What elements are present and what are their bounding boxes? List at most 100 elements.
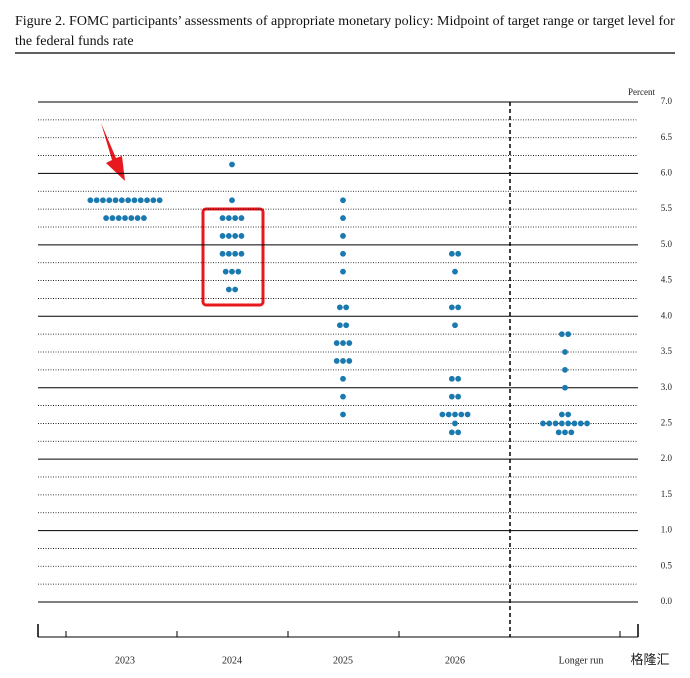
dot [340,215,346,221]
dot [333,358,340,364]
x-tick-label: Longer run [559,655,604,666]
x-tick-label: 2025 [333,655,353,666]
dot [584,420,590,427]
dot [346,358,353,364]
dot [562,349,568,355]
dot [452,268,458,275]
dot [448,393,455,400]
dot [235,268,242,275]
dot [333,340,340,346]
dot [238,250,245,257]
dot [343,322,350,329]
dot [546,420,553,427]
dot [455,304,462,311]
dot [340,233,346,239]
dot [448,429,455,436]
dot [232,215,239,221]
y-tick-label: 6.0 [661,167,673,177]
dot [87,197,94,204]
dot [448,250,455,257]
dot [340,268,346,275]
dot [144,197,150,204]
watermark: 格隆汇 [630,652,669,667]
y-tick-label: 4.0 [661,310,673,320]
dot [565,331,572,338]
dot [445,411,452,418]
dot [112,197,119,204]
dot [540,420,546,427]
dot [577,420,584,427]
dot [340,375,346,382]
dot [229,197,235,204]
y-axis-label: Percent [628,87,655,97]
dot [118,197,125,204]
y-tick-label: 5.0 [661,239,673,249]
dot [452,420,458,427]
dot [225,215,232,221]
dot [455,250,462,257]
dot [122,215,128,221]
dot [232,233,239,239]
dot [452,322,458,329]
dot [439,411,446,418]
dot [562,429,568,436]
dot [137,197,144,204]
dot [131,197,138,204]
dot [128,215,135,221]
chart-title: Figure 2. FOMC participants’ assessments… [15,14,675,49]
dot [458,411,465,418]
x-tick-label: 2024 [222,655,242,666]
dot [565,411,572,418]
y-tick-label: 1.0 [661,525,673,535]
dot [125,197,132,204]
dot [222,268,229,275]
dot [340,411,346,418]
highlight-arrow [101,123,125,181]
dot [229,268,235,275]
dot [134,215,141,221]
dot [232,286,239,293]
dot [464,411,471,418]
dot [238,215,245,221]
dot [562,384,568,391]
y-tick-label: 0.5 [661,560,673,570]
dot [336,304,343,311]
dot [156,197,163,204]
dot [150,197,157,204]
dot [115,215,122,221]
dot [100,197,106,204]
dot [229,161,235,168]
dot [562,366,568,373]
dot [340,393,346,400]
dot [103,215,109,221]
y-tick-label: 6.5 [661,132,673,142]
dot [552,420,559,427]
dot [555,429,562,436]
dot [558,420,565,427]
dot [238,233,245,239]
dot [455,375,462,382]
dot [448,304,455,311]
dot [336,322,343,329]
dot [346,340,353,346]
x-tick-label: 2023 [115,655,135,666]
y-tick-label: 3.0 [661,382,673,392]
dot [225,233,232,239]
dot [141,215,147,221]
dot [455,429,462,436]
x-ticks [65,631,621,637]
dot [558,411,565,418]
dot [558,331,565,338]
dot [455,393,462,400]
y-tick-label: 7.0 [661,96,673,106]
dot [232,250,239,257]
y-tick-label: 3.5 [661,346,673,356]
dot [225,250,232,257]
dot [225,286,232,293]
dot [340,358,346,364]
dot [340,340,346,346]
dot [219,250,226,257]
x-tick-label: 2026 [445,655,465,666]
